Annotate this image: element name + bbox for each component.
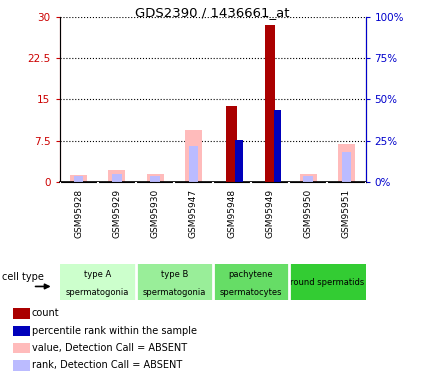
Bar <box>74 176 83 182</box>
Bar <box>189 146 198 182</box>
Bar <box>13 326 30 336</box>
Bar <box>13 343 30 353</box>
Bar <box>212 264 289 300</box>
Text: GSM95929: GSM95929 <box>112 189 122 238</box>
Text: rank, Detection Call = ABSENT: rank, Detection Call = ABSENT <box>32 360 182 370</box>
Text: spermatogonia: spermatogonia <box>66 288 130 297</box>
Bar <box>13 360 30 370</box>
Text: GSM95950: GSM95950 <box>303 189 313 238</box>
Bar <box>185 130 202 182</box>
Text: cell type: cell type <box>2 272 44 282</box>
Bar <box>274 110 281 182</box>
Text: GSM95948: GSM95948 <box>227 189 236 238</box>
Text: spermatocytes: spermatocytes <box>219 288 282 297</box>
Bar <box>13 308 30 319</box>
Text: pachytene: pachytene <box>229 270 273 279</box>
Bar <box>300 174 317 182</box>
Text: GSM95951: GSM95951 <box>342 189 351 238</box>
Bar <box>136 264 212 300</box>
Bar <box>60 264 136 300</box>
Bar <box>289 264 366 300</box>
Text: GDS2390 / 1436661_at: GDS2390 / 1436661_at <box>135 6 290 19</box>
Text: round spermatids: round spermatids <box>290 278 364 286</box>
Text: GSM95949: GSM95949 <box>265 189 275 238</box>
Bar <box>226 106 237 182</box>
Bar <box>342 152 351 182</box>
Bar <box>108 170 125 182</box>
Bar <box>70 175 87 182</box>
Bar <box>150 176 160 182</box>
Text: type A: type A <box>84 270 111 279</box>
Text: GSM95930: GSM95930 <box>150 189 160 238</box>
Text: type B: type B <box>161 270 188 279</box>
Text: GSM95928: GSM95928 <box>74 189 83 238</box>
Bar <box>338 144 355 182</box>
Bar <box>303 176 313 182</box>
Text: GSM95947: GSM95947 <box>189 189 198 238</box>
Text: spermatogonia: spermatogonia <box>142 288 206 297</box>
Text: value, Detection Call = ABSENT: value, Detection Call = ABSENT <box>32 343 187 353</box>
Bar <box>264 25 275 182</box>
Bar <box>235 140 243 182</box>
Text: count: count <box>32 309 60 318</box>
Bar <box>112 174 122 182</box>
Text: percentile rank within the sample: percentile rank within the sample <box>32 326 197 336</box>
Bar <box>147 174 164 182</box>
